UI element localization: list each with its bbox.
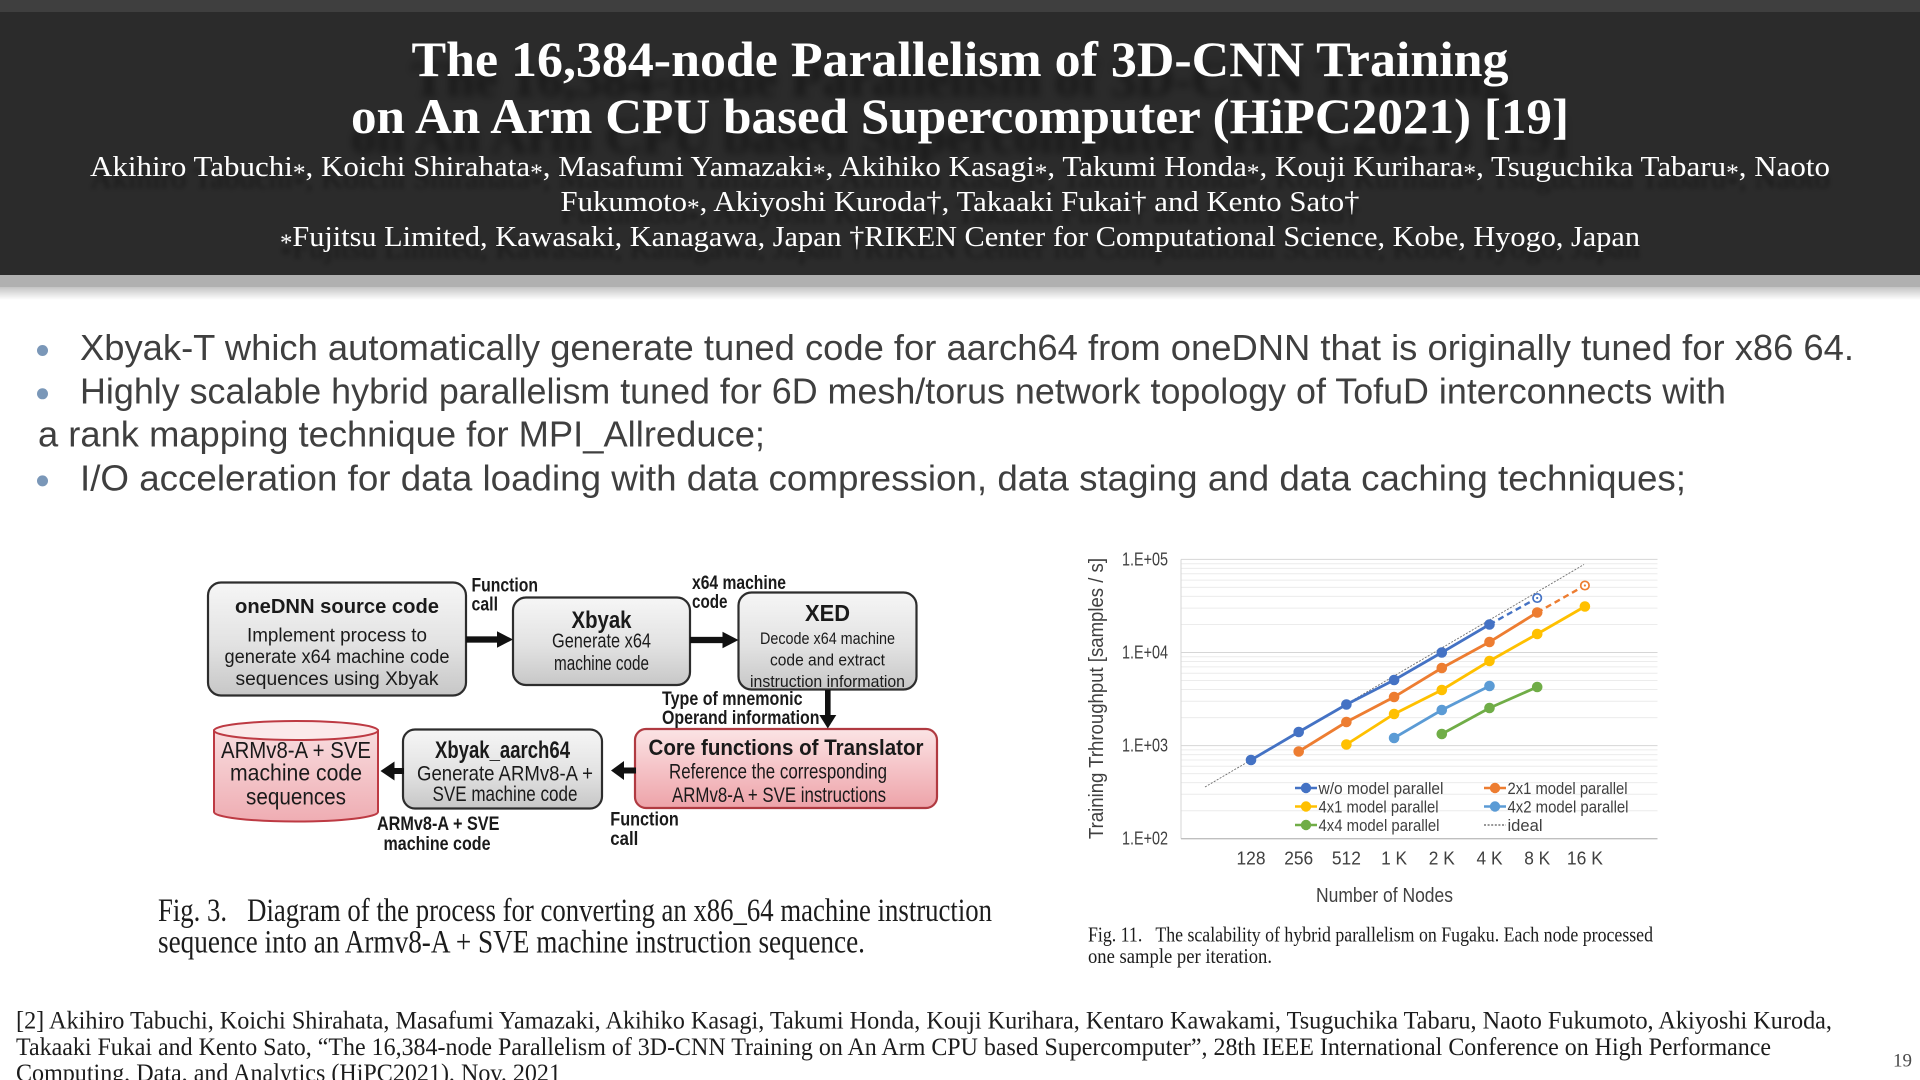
svg-text:Xbyak: Xbyak — [572, 607, 633, 634]
svg-text:19: 19 — [1893, 1051, 1912, 1072]
svg-text:2x1 model parallel: 2x1 model parallel — [1508, 779, 1628, 798]
svg-text:ARMv8-A + SVE: ARMv8-A + SVE — [221, 737, 371, 763]
svg-text:Type of mnemonic: Type of mnemonic — [662, 689, 803, 710]
svg-text:ARMv8-A + SVE instructions: ARMv8-A + SVE instructions — [672, 784, 886, 807]
svg-text:code and extract: code and extract — [770, 651, 885, 670]
svg-text:I/O acceleration for data load: I/O acceleration for data loading with d… — [80, 457, 1686, 498]
svg-text:16 K: 16 K — [1567, 849, 1603, 869]
svg-text:1.E+02: 1.E+02 — [1122, 829, 1168, 849]
svg-text:1.E+03: 1.E+03 — [1122, 736, 1168, 756]
svg-text:a rank mapping technique for M: a rank mapping technique for MPI_Allredu… — [38, 414, 765, 455]
svg-text:Implement process to: Implement process to — [247, 626, 427, 647]
svg-text:Decode x64 machine: Decode x64 machine — [760, 629, 895, 648]
svg-text:Fukumoto*​, Akiyoshi Kuroda†,: Fukumoto*​, Akiyoshi Kuroda†, Takaaki Fu… — [561, 186, 1360, 222]
svg-text:one sample per iteration.: one sample per iteration. — [1088, 944, 1272, 968]
svg-text:Fig. 3. Diagram of the proces: Fig. 3. Diagram of the process for conve… — [158, 893, 992, 929]
svg-text:[2] Akihiro Tabuchi, Koichi Sh: [2] Akihiro Tabuchi, Koichi Shirahata, M… — [16, 1008, 1832, 1035]
svg-text:sequence into an Armv8-A + SVE: sequence into an Armv8-A + SVE machine i… — [158, 925, 865, 961]
svg-text:machine code: machine code — [554, 653, 649, 675]
svg-text:SVE machine code: SVE machine code — [433, 783, 578, 806]
svg-text:4 K: 4 K — [1477, 849, 1503, 869]
svg-text:Function: Function — [472, 576, 539, 597]
svg-text:sequences using Xbyak: sequences using Xbyak — [236, 669, 440, 690]
svg-text:call: call — [472, 595, 499, 616]
svg-text:Fig. 11. The scalability of h: Fig. 11. The scalability of hybrid paral… — [1088, 923, 1653, 947]
svg-text:1.E+05: 1.E+05 — [1122, 550, 1168, 570]
svg-text:x64 machine: x64 machine — [692, 573, 786, 594]
svg-text:The 16,384-node Parallelism of: The 16,384-node Parallelism of 3D-CNN Tr… — [412, 31, 1509, 87]
svg-text:Akihiro Tabuchi*​, Koichi Shir: Akihiro Tabuchi*​, Koichi Shirahata*​, M… — [90, 151, 1830, 187]
svg-text:machine code: machine code — [384, 834, 491, 855]
svg-text:Core functions of Translator: Core functions of Translator — [649, 735, 924, 760]
svg-text:4x2 model parallel: 4x2 model parallel — [1508, 798, 1629, 817]
svg-text:Number of Nodes: Number of Nodes — [1316, 885, 1453, 907]
svg-text:Generate ARMv8-A +: Generate ARMv8-A + — [417, 762, 593, 785]
svg-text:Operand information: Operand information — [662, 708, 820, 729]
svg-text:2 K: 2 K — [1429, 849, 1455, 869]
svg-text:instruction information: instruction information — [750, 672, 905, 691]
svg-text:4x1 model parallel: 4x1 model parallel — [1319, 798, 1439, 817]
svg-text:Reference the corresponding: Reference the corresponding — [669, 761, 887, 784]
svg-text:Function: Function — [610, 809, 679, 830]
svg-text:Xbyak-T which automatically ge: Xbyak-T which automatically generate tun… — [80, 327, 1854, 368]
svg-text:Highly scalable hybrid paralle: Highly scalable hybrid parallelism tuned… — [80, 370, 1726, 411]
svg-text:w/o model parallel: w/o model parallel — [1318, 779, 1444, 798]
svg-text:1 K: 1 K — [1381, 849, 1407, 869]
svg-text:1.E+04: 1.E+04 — [1122, 643, 1168, 663]
svg-text:128: 128 — [1237, 849, 1266, 869]
svg-text:512: 512 — [1332, 849, 1361, 869]
svg-text:Xbyak_aarch64: Xbyak_aarch64 — [435, 737, 571, 764]
svg-text:256: 256 — [1284, 849, 1313, 869]
svg-text:8 K: 8 K — [1524, 849, 1550, 869]
svg-text:XED: XED — [805, 600, 850, 626]
svg-text:4x4 model parallel: 4x4 model parallel — [1319, 816, 1440, 835]
svg-text:ARMv8-A + SVE: ARMv8-A + SVE — [377, 814, 500, 835]
svg-text:call: call — [610, 829, 638, 850]
svg-text:Takaaki Fukai and Kento Sato,: Takaaki Fukai and Kento Sato, “The 16,38… — [16, 1034, 1771, 1061]
svg-text:machine code: machine code — [230, 760, 362, 786]
svg-text:code: code — [692, 592, 728, 613]
svg-text:sequences: sequences — [246, 784, 346, 810]
svg-text:*​Fujitsu Limited, Kawasaki, K: *​Fujitsu Limited, Kawasaki, Kanagawa, J… — [280, 221, 1641, 257]
svg-text:on An Arm CPU based Supercompu: on An Arm CPU based Supercomputer (HiPC2… — [351, 88, 1569, 144]
svg-text:oneDNN source code: oneDNN source code — [235, 596, 439, 618]
svg-text:Computing, Data, and Analytics: Computing, Data, and Analytics (HiPC2021… — [16, 1060, 561, 1080]
svg-text:Training Trhroughput [samples: Training Trhroughput [samples / s] — [1086, 558, 1108, 839]
svg-text:Generate x64: Generate x64 — [552, 631, 651, 653]
svg-text:ideal: ideal — [1508, 816, 1543, 835]
svg-text:generate x64 machine code: generate x64 machine code — [225, 647, 450, 668]
